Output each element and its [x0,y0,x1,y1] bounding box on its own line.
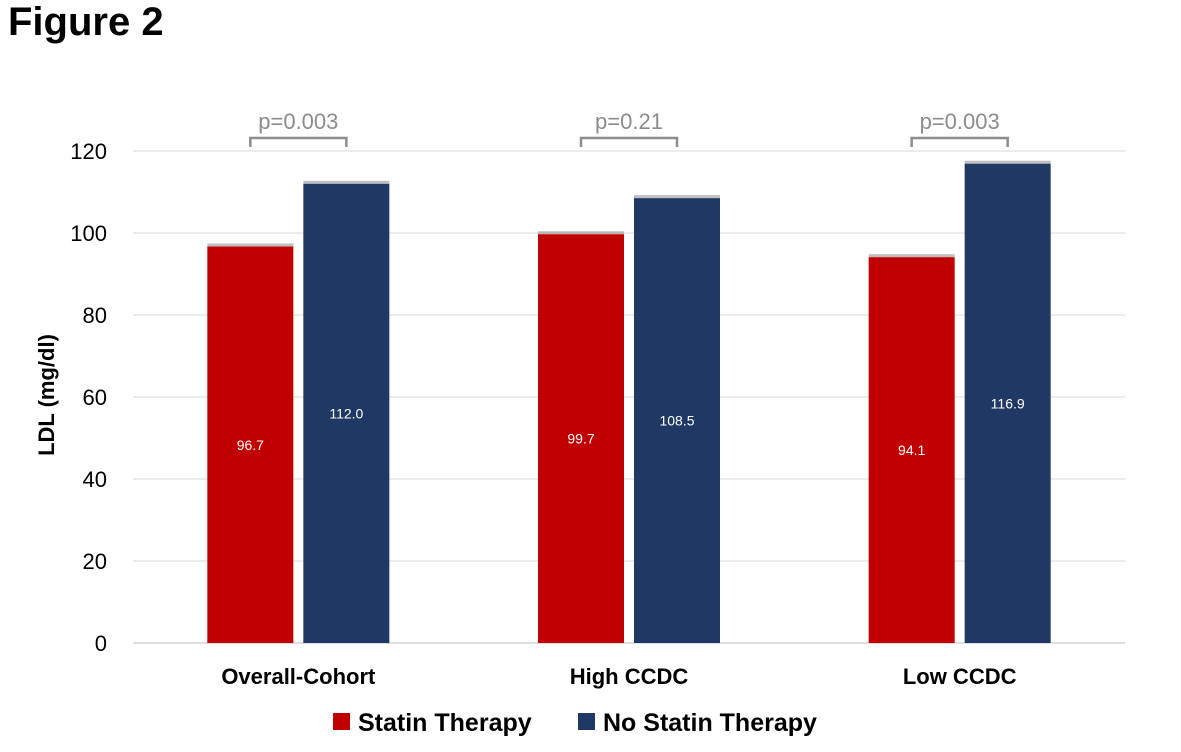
y-axis-label: LDL (mg/dl) [34,334,59,456]
y-tick-label: 100 [70,221,107,246]
x-category-label: High CCDC [570,664,689,689]
legend-swatch-no-statin [578,713,595,730]
bar-top-shadow [868,254,955,258]
data-label: 116.9 [991,395,1025,411]
x-axis-categories: Overall-Cohort High CCDC Low CCDC [221,664,1016,689]
figure-title: Figure 2 [8,0,164,44]
y-tick-label: 0 [95,631,107,656]
y-tick-label: 80 [83,303,107,328]
significance-bracket [910,136,1009,147]
bar-statin [868,257,955,643]
bar-no-statin [964,163,1051,643]
data-label: 112.0 [329,405,363,421]
bars [207,160,1051,644]
y-tick-label: 60 [83,385,107,410]
y-tick-label: 120 [70,139,107,164]
bar-top-shadow [207,243,294,247]
bar-no-statin [634,198,720,643]
p-value-label: p=0.003 [920,109,1000,134]
data-label: 96.7 [237,437,264,453]
bar-top-shadow [964,160,1051,164]
legend-label: No Statin Therapy [603,709,817,737]
p-value-annotations: p=0.003 p=0.21 p=0.003 [249,109,1009,147]
significance-bracket [249,136,348,147]
y-tick-label: 20 [83,549,107,574]
legend: Statin Therapy No Statin Therapy [333,709,817,737]
p-value-label: p=0.003 [258,109,338,134]
x-category-label: Low CCDC [903,664,1017,689]
bar-top-shadow [303,180,390,184]
bar-statin [538,234,624,644]
bar-no-statin [303,183,390,644]
data-labels: 96.7 112.0 99.7 108.5 94.1 116.9 [237,395,1025,458]
significance-bracket [579,136,679,147]
gridlines [133,150,1125,644]
data-label: 108.5 [659,413,694,429]
p-value-label: p=0.21 [595,109,663,134]
y-axis-ticks: 0 20 40 60 80 100 120 [70,139,107,656]
bar-top-shadow [634,195,720,199]
y-tick-label: 40 [83,467,107,492]
legend-swatch-statin [333,713,350,730]
x-category-label: Overall-Cohort [221,664,376,689]
data-label: 99.7 [567,431,594,447]
bar-top-shadow [538,231,624,235]
data-label: 94.1 [898,442,925,458]
legend-label: Statin Therapy [358,709,532,737]
bar-statin [207,246,294,643]
